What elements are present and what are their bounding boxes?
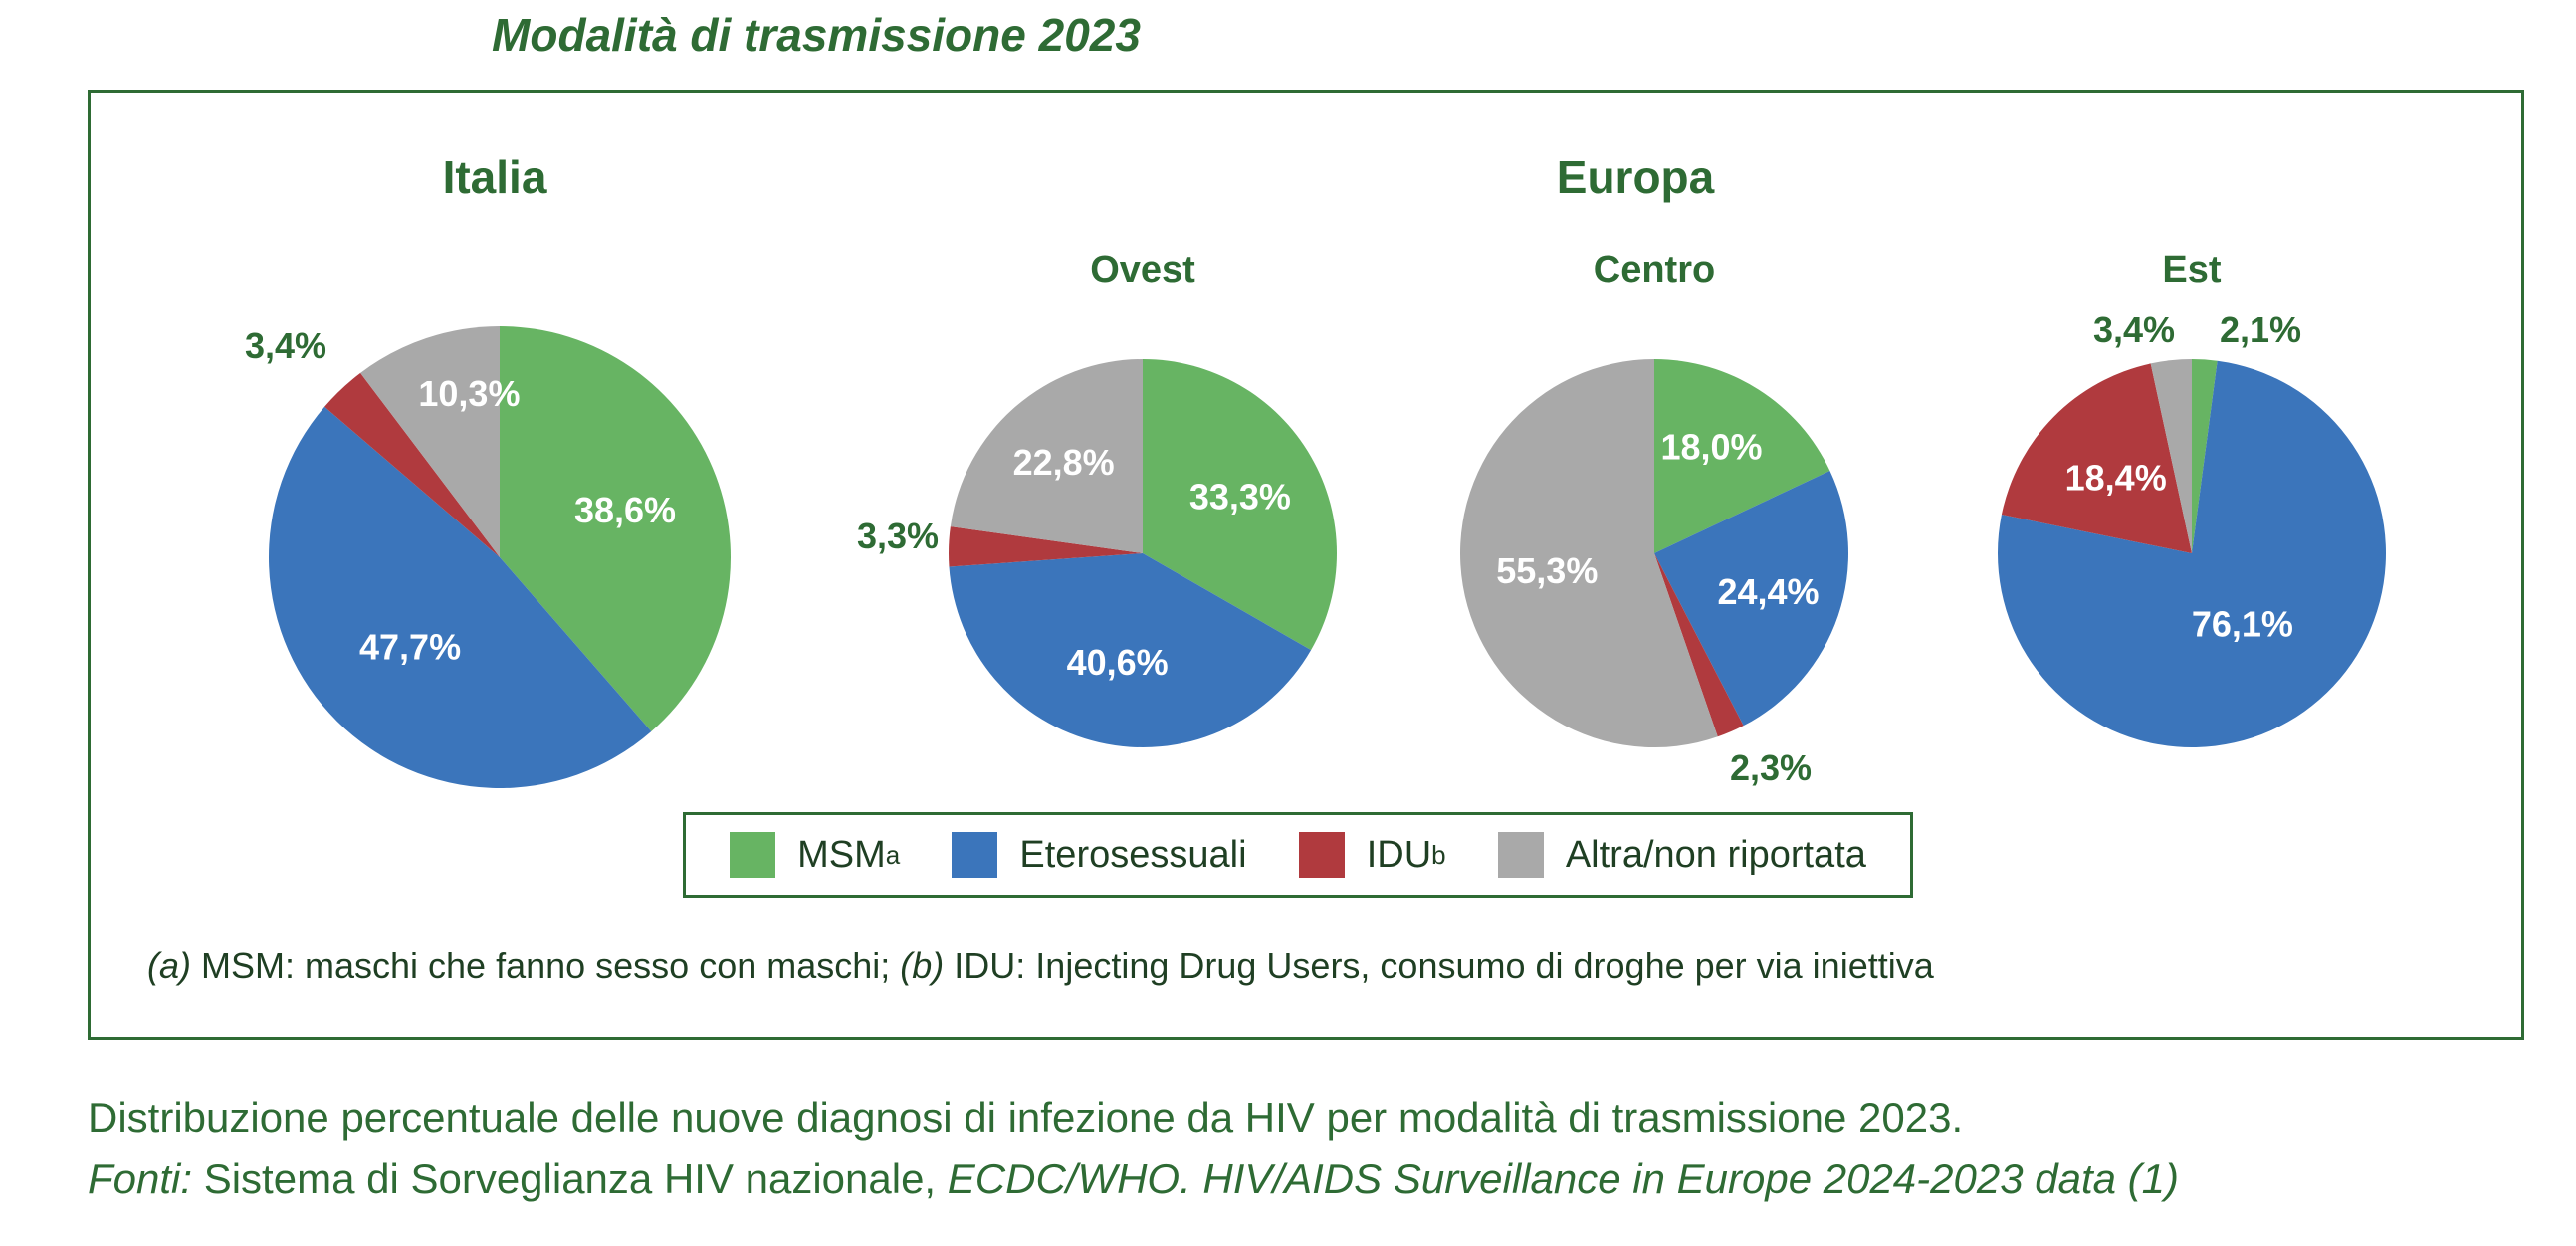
legend-item-eterosessuali: Eterosessuali <box>952 832 1247 878</box>
pie-est-label-altra: 3,4% <box>2093 310 2175 350</box>
pie-centro-slice-altra <box>1460 359 1718 747</box>
footnote-b-text: IDU: Injecting Drug Users, consumo di dr… <box>944 945 1934 986</box>
pie-centro-slice-idu <box>1654 553 1744 737</box>
pie-centro-slice-msm <box>1654 359 1830 553</box>
pie-est-slice-idu <box>2001 363 2192 553</box>
legend-swatch-idu <box>1298 832 1345 878</box>
legend-label-eterosessuali: Eterosessuali <box>1019 833 1247 876</box>
pie-italia-label-eterosessuali: 47,7% <box>359 627 461 668</box>
pie-est-label-eterosessuali: 76,1% <box>2192 603 2293 644</box>
pie-centro-slice-eterosessuali <box>1654 470 1848 727</box>
region-title-europa: Europa <box>1557 151 1715 203</box>
pie-ovest-slice-altra <box>950 359 1143 553</box>
pie-centro-label-altra: 55,3% <box>1496 550 1598 591</box>
legend-label-idu: IDU <box>1366 833 1432 876</box>
legend-swatch-eterosessuali <box>952 832 998 878</box>
pie-italia-slice-msm <box>500 326 732 731</box>
pie-ovest-label-msm: 33,3% <box>1189 476 1291 517</box>
legend-item-idu: IDU b <box>1298 832 1446 878</box>
caption-fonti-text: Sistema di Sorveglianza HIV nazionale, <box>192 1155 948 1202</box>
pie-ovest-label-idu: 3,3% <box>857 516 939 556</box>
pie-est-label-msm: 2,1% <box>2220 310 2301 350</box>
legend-item-msm: MSM a <box>730 832 900 878</box>
chart-frame <box>88 90 2524 1040</box>
pie-italia-slice-altra <box>360 326 500 557</box>
caption-line2: Fonti: Sistema di Sorveglianza HIV nazio… <box>88 1148 2179 1210</box>
caption-line1: Distribuzione percentuale delle nuove di… <box>88 1094 1964 1141</box>
pie-est-label-idu: 18,4% <box>2065 458 2167 499</box>
pie-ovest-slice-idu <box>949 526 1143 567</box>
legend-swatch-altra <box>1497 832 1544 878</box>
pie-ovest-slice-msm <box>1143 359 1337 651</box>
footnote: (a) MSM: maschi che fanno sesso con masc… <box>147 945 1934 987</box>
caption-fonti-source: ECDC/WHO. HIV/AIDS Surveillance in Europ… <box>947 1155 2179 1202</box>
region-title-italia: Italia <box>443 151 547 203</box>
pie-centro-label-idu: 2,3% <box>1730 747 1812 788</box>
pie-ovest-slice-eterosessuali <box>949 553 1312 747</box>
legend-label-msm: MSM <box>797 833 886 876</box>
pie-italia-slice-idu <box>324 372 500 557</box>
legend-label-altra: Altra/non riportata <box>1565 833 1866 876</box>
pie-title-ovest: Ovest <box>1090 249 1195 291</box>
legend: MSM a Eterosessuali IDU b Altra/non riport… <box>683 812 1913 898</box>
pie-italia-label-msm: 38,6% <box>574 490 676 530</box>
pie-est-slice-eterosessuali <box>1998 360 2386 748</box>
pie-italia-label-altra: 10,3% <box>418 373 520 414</box>
pie-est-slice-altra <box>2150 359 2192 553</box>
pie-est-slice-msm <box>2192 359 2218 553</box>
pie-title-centro: Centro <box>1594 249 1715 291</box>
pie-ovest-label-eterosessuali: 40,6% <box>1067 642 1169 683</box>
legend-item-altra: Altra/non riportata <box>1497 832 1866 878</box>
pie-italia-slice-eterosessuali <box>268 406 652 789</box>
pie-centro-label-msm: 18,0% <box>1660 427 1762 468</box>
caption-fonti-label: Fonti: <box>88 1155 193 1202</box>
footnote-a-text: MSM: maschi che fanno sesso con maschi; <box>191 945 901 986</box>
page-title: Modalità di trasmissione 2023 <box>492 9 1141 61</box>
pie-title-est: Est <box>2162 249 2221 291</box>
pie-centro-label-eterosessuali: 24,4% <box>1717 571 1819 612</box>
pie-italia-label-idu: 3,4% <box>245 325 326 366</box>
footnote-a-marker: (a) <box>147 945 191 986</box>
legend-swatch-msm <box>730 832 776 878</box>
footnote-b-marker: (b) <box>900 945 945 986</box>
pie-ovest-label-altra: 22,8% <box>1013 442 1115 483</box>
figure-caption: Distribuzione percentuale delle nuove di… <box>88 1087 2179 1210</box>
